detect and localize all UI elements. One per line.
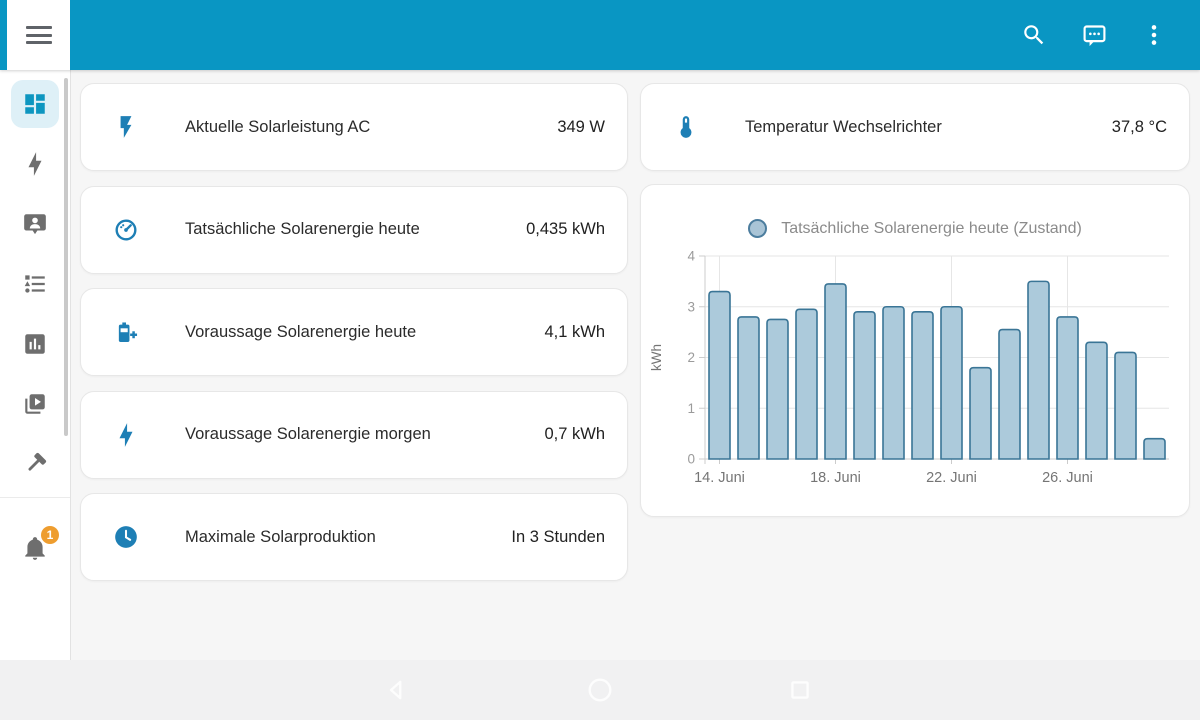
svg-text:1: 1 (687, 401, 695, 416)
entity-value: 349 W (557, 117, 605, 136)
bar[interactable] (940, 305, 963, 460)
svg-text:kWh: kWh (649, 344, 664, 371)
svg-text:26. Juni: 26. Juni (1042, 470, 1093, 486)
menu-button[interactable] (7, 0, 70, 70)
svg-text:4: 4 (687, 249, 695, 264)
entity-card-solar-power[interactable]: Aktuelle Solarleistung AC 349 W (80, 83, 628, 171)
sidebar-item-history[interactable] (11, 320, 59, 368)
sidebar-item-logbook[interactable] (11, 260, 59, 308)
entity-value: 37,8 °C (1111, 117, 1167, 136)
dashboard-icon (25, 94, 45, 114)
entity-value: 0,7 kWh (544, 425, 605, 443)
entity-label: Aktuelle Solarleistung AC (185, 117, 371, 136)
sidebar-divider (0, 497, 70, 498)
notification-badge: 1 (41, 526, 59, 544)
svg-text:2: 2 (687, 350, 695, 365)
energy-bolt-icon (28, 152, 42, 176)
recents-icon (791, 681, 809, 699)
entity-label: Maximale Solarproduktion (185, 527, 376, 546)
bar[interactable] (882, 305, 905, 460)
menu-icon (25, 22, 52, 49)
chat-button[interactable] (1070, 11, 1118, 59)
bar[interactable] (998, 328, 1021, 460)
sidebar-item-notifications[interactable]: 1 (11, 524, 59, 572)
back-button[interactable] (384, 677, 410, 703)
entity-card-max-production[interactable]: Maximale Solarproduktion In 3 Stunden (80, 493, 628, 581)
back-icon (389, 680, 402, 700)
bar[interactable] (1143, 437, 1166, 460)
home-button[interactable] (587, 677, 613, 703)
entity-value: 4,1 kWh (544, 322, 605, 341)
recents-button[interactable] (787, 677, 813, 703)
person-bubble-icon (24, 214, 46, 235)
chart-legend[interactable]: Tatsächliche Solarenergie heute (Zustand… (641, 219, 1189, 238)
logbook-list-icon (24, 275, 45, 293)
sidebar-item-energy[interactable] (11, 140, 59, 188)
bar[interactable] (708, 290, 731, 460)
svg-text:14. Juni: 14. Juni (694, 470, 745, 486)
sidebar-scrollbar[interactable] (64, 78, 68, 436)
search-button[interactable] (1010, 11, 1058, 59)
sidebar-item-dashboard[interactable] (11, 80, 59, 128)
bar[interactable] (1027, 280, 1050, 460)
entity-value: 0,435 kWh (526, 220, 605, 238)
entity-label: Voraussage Solarenergie heute (185, 322, 417, 341)
developer-tools-hammer-icon (28, 452, 47, 471)
bell-icon (25, 537, 45, 560)
bar[interactable] (766, 318, 789, 460)
svg-text:18. Juni: 18. Juni (810, 470, 861, 486)
svg-text:22. Juni: 22. Juni (926, 470, 977, 486)
android-navbar (0, 660, 1200, 720)
home-icon (588, 678, 612, 702)
svg-text:0: 0 (687, 452, 695, 467)
history-chart-card: Tatsächliche Solarenergie heute (Zustand… (640, 184, 1190, 517)
bar[interactable] (737, 316, 760, 460)
sidebar-item-person[interactable] (11, 200, 59, 248)
legend-marker-icon (748, 219, 768, 238)
flash-icon (113, 114, 139, 140)
overflow-menu-icon (1151, 25, 1157, 45)
entity-card-forecast-tomorrow[interactable]: Voraussage Solarenergie morgen 0,7 kWh (80, 390, 628, 479)
entity-label: Voraussage Solarenergie morgen (185, 425, 431, 443)
entity-value: In 3 Stunden (511, 527, 605, 546)
search-icon (1024, 25, 1044, 45)
legend-label: Tatsächliche Solarenergie heute (Zustand… (781, 219, 1082, 237)
solar-energy-bar-chart[interactable]: 0 1 2 3 4 14. Juni 18. Juni 22. Juni 26. Juni kWh (641, 244, 1191, 494)
svg-text:3: 3 (687, 299, 695, 314)
media-play-icon (25, 394, 45, 414)
sidebar-item-media[interactable] (11, 380, 59, 428)
bar[interactable] (911, 311, 934, 460)
dashboard-view: Aktuelle Solarleistung AC 349 W Tatsächl… (70, 70, 1200, 660)
bar[interactable] (824, 283, 847, 460)
chat-icon (1083, 24, 1105, 46)
thermometer-icon (673, 114, 699, 140)
bar[interactable] (969, 366, 992, 460)
app-header (0, 0, 1200, 70)
bar[interactable] (795, 308, 818, 460)
gauge-icon (113, 217, 139, 243)
bar[interactable] (1056, 316, 1079, 460)
sidebar-item-devtools[interactable] (11, 440, 59, 488)
entity-card-forecast-today[interactable]: Voraussage Solarenergie heute 4,1 kWh (80, 288, 628, 376)
bar[interactable] (1114, 351, 1137, 460)
battery-plus-icon (113, 319, 139, 345)
bar[interactable] (1085, 341, 1108, 460)
bar[interactable] (853, 311, 876, 460)
bolt-icon (113, 422, 139, 448)
entity-card-inverter-temp[interactable]: Temperatur Wechselrichter 37,8 °C (640, 83, 1190, 171)
clock-icon (113, 524, 139, 550)
sidebar: 1 (0, 70, 71, 660)
entity-card-actual-energy[interactable]: Tatsächliche Solarenergie heute 0,435 kW… (80, 185, 628, 274)
entity-label: Temperatur Wechselrichter (745, 117, 942, 136)
entity-label: Tatsächliche Solarenergie heute (185, 220, 420, 238)
overflow-menu-button[interactable] (1130, 11, 1178, 59)
history-chart-icon (25, 334, 45, 354)
